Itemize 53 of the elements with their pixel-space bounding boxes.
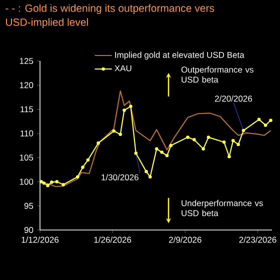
point	[76, 175, 80, 179]
point	[122, 108, 126, 112]
point	[62, 182, 65, 186]
x-tick-label: 1/26/2026	[94, 236, 132, 243]
y-tick-label: 105	[20, 154, 34, 161]
point	[155, 147, 158, 151]
point	[86, 158, 90, 162]
point	[129, 104, 132, 108]
point	[206, 136, 210, 139]
point	[112, 129, 116, 133]
point	[134, 152, 138, 155]
point	[236, 142, 240, 146]
y-tick-label: 120	[20, 82, 34, 88]
chart-subtitle: USD-implied level	[6, 18, 88, 28]
point	[81, 166, 84, 169]
x-tick-label: 2/23/2026	[239, 236, 276, 243]
point	[228, 154, 231, 158]
annotation: Underperformance vs USD beta	[182, 200, 263, 216]
point	[96, 141, 100, 145]
point	[192, 138, 196, 142]
y-tick-label: 100	[20, 178, 34, 185]
legend-label: Implied gold at elevated USD Beta	[115, 52, 244, 60]
point	[148, 175, 152, 179]
y-tick-label: 90	[24, 226, 34, 234]
y-tick-label: 115	[20, 106, 34, 112]
point	[55, 180, 58, 184]
annotation: Outperformance vs USD beta	[181, 66, 254, 83]
point	[222, 140, 226, 144]
y-tick-label: 125	[20, 58, 34, 64]
annotation: 1/30/2026	[102, 174, 138, 180]
point	[144, 170, 148, 174]
point	[50, 180, 54, 184]
point	[264, 124, 268, 127]
point	[169, 144, 173, 148]
point	[242, 128, 246, 132]
point	[231, 139, 235, 142]
point	[202, 147, 205, 151]
point	[160, 150, 164, 154]
point	[42, 182, 46, 185]
point	[40, 180, 43, 184]
point	[165, 154, 169, 158]
point	[186, 136, 190, 139]
x-tick-label: 2/9/2026	[169, 236, 202, 243]
x-tick-label: 1/12/2026	[22, 236, 59, 243]
chart-title: - - : Gold is widening its outperformance vers	[6, 4, 214, 14]
point	[269, 118, 272, 122]
point	[257, 118, 261, 122]
point	[46, 184, 50, 188]
y-tick-label: 110	[20, 130, 34, 136]
annotation: 2/20/2026	[215, 95, 252, 102]
y-tick-label: 95	[24, 202, 34, 209]
legend-label: XAU	[114, 65, 132, 72]
point	[118, 132, 122, 136]
